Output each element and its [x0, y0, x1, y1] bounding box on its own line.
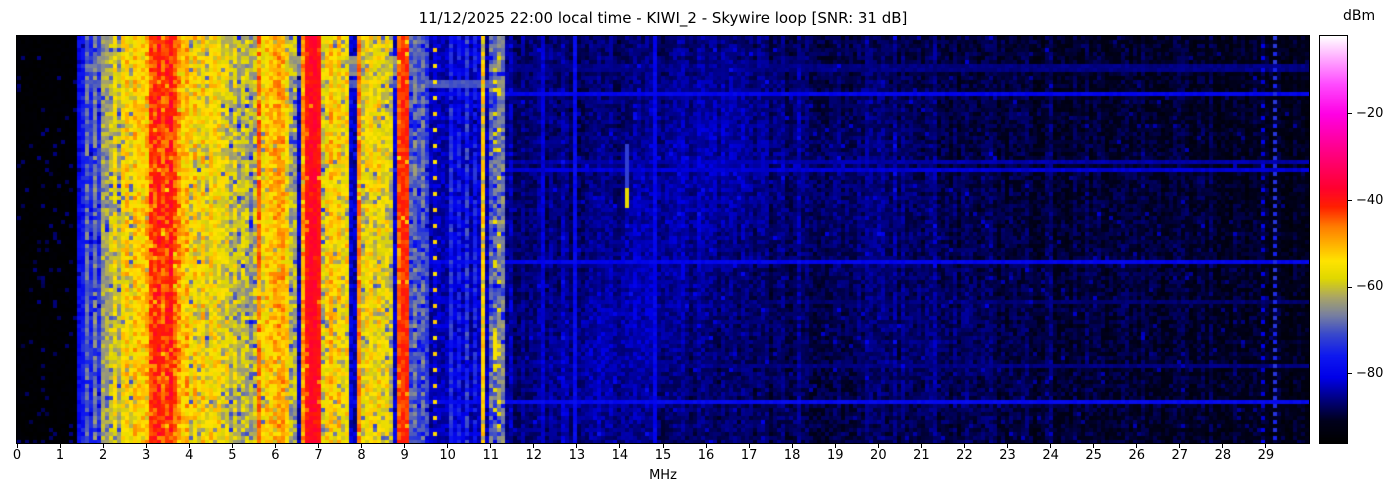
colorbar-tick-mark [1348, 200, 1352, 202]
x-tick-mark [877, 444, 879, 448]
colorbar-tick-label: −40 [1356, 192, 1384, 208]
x-tick-label: 0 [12, 448, 22, 463]
x-tick-label: 21 [913, 448, 930, 463]
x-tick-label: 22 [956, 448, 973, 463]
colorbar-tick-mark [1348, 373, 1352, 375]
x-tick-label: 2 [98, 448, 108, 463]
x-tick-label: 12 [525, 448, 543, 463]
x-tick-label: 11 [482, 448, 499, 463]
x-tick-mark [447, 444, 449, 448]
plot-title: 11/12/2025 22:00 local time - KIWI_2 - S… [418, 9, 908, 27]
x-tick-label: 27 [1171, 448, 1189, 463]
x-tick-mark [1050, 444, 1052, 448]
x-tick-mark [317, 444, 319, 448]
colorbar-tick-label: −60 [1356, 279, 1384, 295]
x-tick-label: 18 [783, 448, 801, 463]
x-tick-label: 14 [611, 448, 629, 463]
x-tick-label: 15 [654, 448, 672, 463]
colorbar-tick-mark [1348, 113, 1352, 115]
x-tick-label: 7 [314, 448, 323, 463]
colorbar-label: dBm [1343, 8, 1376, 24]
x-tick-mark [619, 444, 621, 448]
spectrogram-canvas [16, 35, 1310, 444]
x-tick-mark [1007, 444, 1009, 448]
x-tick-mark [1265, 444, 1267, 448]
x-tick-mark [576, 444, 578, 448]
x-tick-label: 5 [228, 448, 237, 463]
x-tick-label: 1 [55, 448, 65, 463]
x-tick-label: 19 [826, 448, 844, 463]
x-tick-mark [274, 444, 276, 448]
x-tick-mark [404, 444, 406, 448]
x-tick-label: 16 [697, 448, 715, 463]
x-tick-label: 6 [271, 448, 280, 463]
x-tick-mark [231, 444, 233, 448]
x-tick-mark [963, 444, 965, 448]
x-tick-mark [145, 444, 147, 448]
x-tick-mark [748, 444, 750, 448]
x-tick-label: 9 [400, 448, 409, 463]
x-tick-label: 24 [1042, 448, 1059, 463]
x-tick-mark [1136, 444, 1138, 448]
x-tick-label: 10 [439, 448, 456, 463]
x-tick-label: 25 [1085, 448, 1102, 463]
colorbar-tick-label: −20 [1356, 105, 1384, 121]
x-tick-mark [1222, 444, 1224, 448]
x-tick-mark [705, 444, 707, 448]
x-tick-label: 26 [1128, 448, 1145, 463]
x-tick-mark [662, 444, 664, 448]
x-tick-label: 13 [568, 448, 586, 463]
x-tick-label: 28 [1214, 448, 1232, 463]
x-tick-mark [16, 444, 18, 448]
x-tick-mark [920, 444, 922, 448]
x-tick-mark [1093, 444, 1095, 448]
x-tick-mark [59, 444, 61, 448]
x-tick-label: 8 [357, 448, 366, 463]
colorbar-tick-label: −80 [1356, 365, 1384, 381]
x-tick-label: 20 [870, 448, 887, 463]
x-tick-mark [490, 444, 492, 448]
x-tick-label: 17 [740, 448, 758, 463]
x-tick-mark [188, 444, 190, 448]
x-tick-mark [361, 444, 363, 448]
x-tick-mark [102, 444, 104, 448]
x-tick-mark [791, 444, 793, 448]
x-tick-mark [533, 444, 535, 448]
x-axis-label: MHz [649, 468, 677, 483]
x-tick-label: 23 [999, 448, 1016, 463]
x-tick-label: 4 [185, 448, 194, 463]
colorbar [1319, 35, 1348, 444]
x-tick-mark [834, 444, 836, 448]
x-tick-label: 29 [1257, 448, 1275, 463]
x-tick-mark [1179, 444, 1181, 448]
colorbar-tick-mark [1348, 286, 1352, 288]
x-tick-label: 3 [142, 448, 151, 463]
